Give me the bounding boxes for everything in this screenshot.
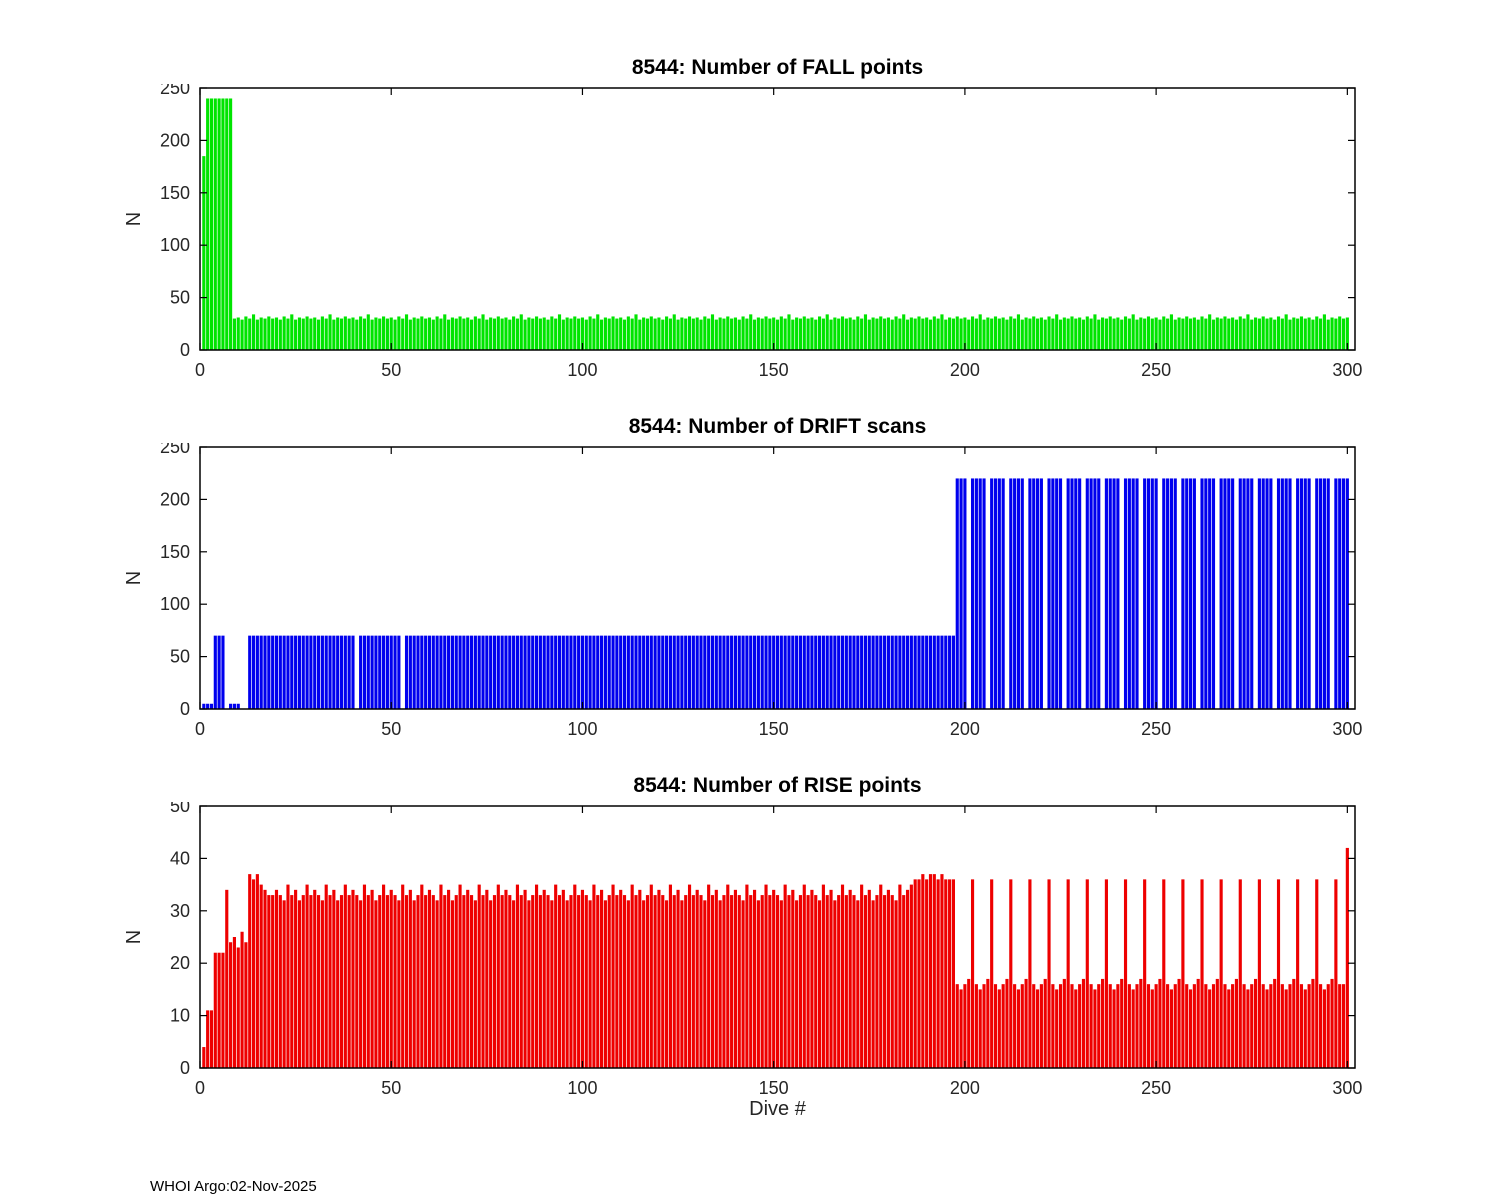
svg-text:150: 150 bbox=[759, 719, 789, 739]
fall-chart-ylabel: N bbox=[123, 212, 145, 226]
svg-text:200: 200 bbox=[160, 130, 190, 150]
drift-chart-title: 8544: Number of DRIFT scans bbox=[628, 415, 927, 438]
svg-text:10: 10 bbox=[170, 1006, 190, 1026]
svg-text:250: 250 bbox=[160, 84, 190, 98]
svg-text:150: 150 bbox=[160, 542, 190, 562]
svg-text:0: 0 bbox=[195, 360, 205, 380]
svg-text:0: 0 bbox=[180, 340, 190, 360]
svg-text:50: 50 bbox=[381, 719, 401, 739]
rise-chart-title: 8544: Number of RISE points bbox=[633, 774, 922, 797]
drift-chart-ylabel: N bbox=[123, 571, 145, 585]
svg-text:250: 250 bbox=[160, 443, 190, 457]
svg-text:50: 50 bbox=[170, 647, 190, 667]
svg-text:20: 20 bbox=[170, 953, 190, 973]
svg-text:0: 0 bbox=[195, 1078, 205, 1098]
svg-text:100: 100 bbox=[160, 235, 190, 255]
svg-text:250: 250 bbox=[1141, 719, 1171, 739]
drift-scans-chart: N 0 50 100 150 200 250 300 0 50 100 150 200 250 bbox=[123, 443, 1362, 739]
svg-text:200: 200 bbox=[950, 360, 980, 380]
svg-text:0: 0 bbox=[180, 699, 190, 719]
svg-text:300: 300 bbox=[1332, 360, 1362, 380]
svg-text:300: 300 bbox=[1332, 1078, 1362, 1098]
svg-text:100: 100 bbox=[160, 594, 190, 614]
svg-text:150: 150 bbox=[759, 1078, 789, 1098]
svg-text:100: 100 bbox=[567, 360, 597, 380]
svg-text:50: 50 bbox=[170, 288, 190, 308]
svg-text:200: 200 bbox=[950, 719, 980, 739]
svg-text:50: 50 bbox=[381, 1078, 401, 1098]
svg-text:100: 100 bbox=[567, 1078, 597, 1098]
svg-text:0: 0 bbox=[195, 719, 205, 739]
watermark-credit: WHOI Argo:02-Nov-2025 bbox=[150, 1178, 317, 1195]
fall-chart-title: 8544: Number of FALL points bbox=[631, 56, 924, 79]
svg-text:150: 150 bbox=[160, 183, 190, 203]
svg-text:50: 50 bbox=[381, 360, 401, 380]
svg-text:250: 250 bbox=[1141, 1078, 1171, 1098]
svg-text:200: 200 bbox=[160, 489, 190, 509]
rise-chart-ylabel: N bbox=[123, 930, 145, 944]
svg-text:40: 40 bbox=[170, 848, 190, 868]
svg-text:0: 0 bbox=[180, 1058, 190, 1078]
svg-text:200: 200 bbox=[950, 1078, 980, 1098]
fall-points-chart: N 0 50 100 150 200 250 300 0 50 100 150 200 250 bbox=[123, 84, 1362, 380]
x-axis-label: Dive # bbox=[749, 1098, 806, 1120]
rise-points-chart: N 0 50 100 150 200 250 300 0 10 20 30 40 50 bbox=[123, 802, 1362, 1098]
svg-text:30: 30 bbox=[170, 901, 190, 921]
svg-text:250: 250 bbox=[1141, 360, 1171, 380]
svg-text:300: 300 bbox=[1332, 719, 1362, 739]
svg-text:100: 100 bbox=[567, 719, 597, 739]
svg-text:150: 150 bbox=[759, 360, 789, 380]
svg-text:50: 50 bbox=[170, 802, 190, 816]
